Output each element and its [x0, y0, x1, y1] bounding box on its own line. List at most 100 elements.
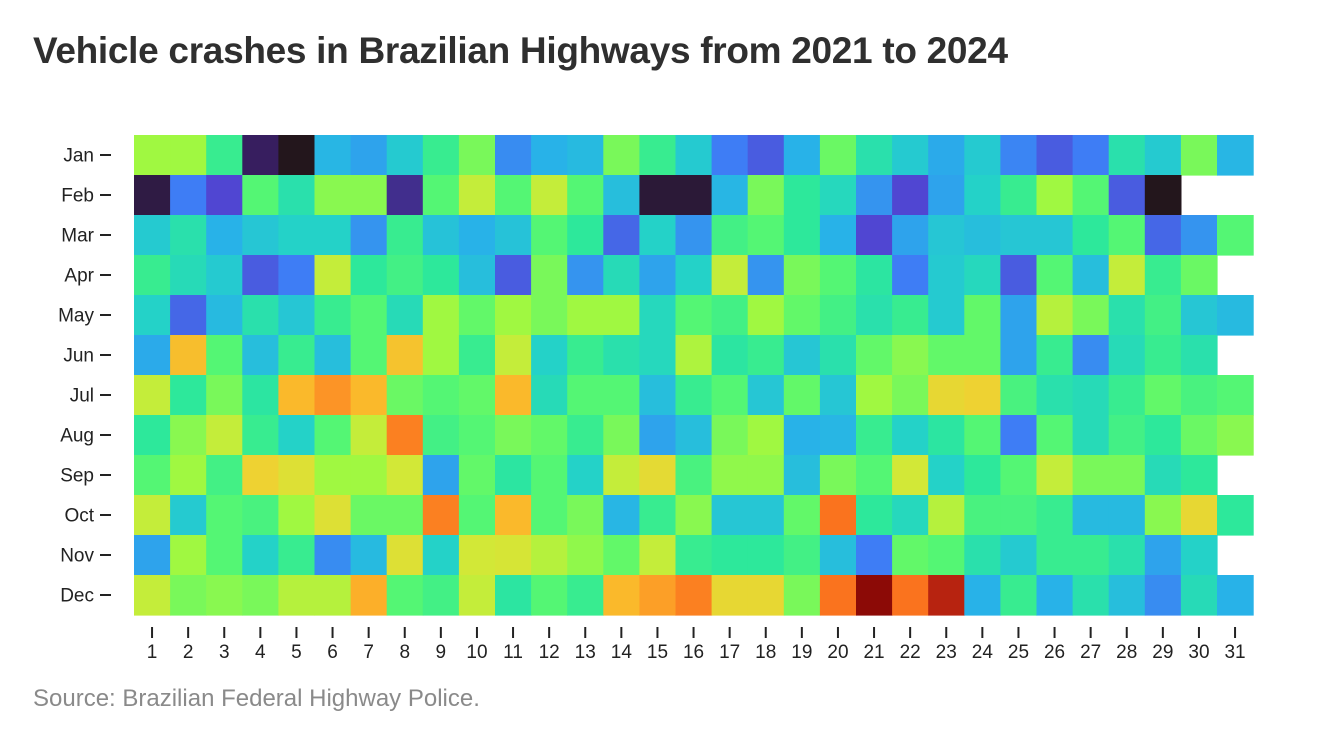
heatmap-cell-feb-13	[567, 175, 604, 216]
heatmap-cell-jan-5	[278, 135, 316, 176]
heatmap-cell-dec-1	[134, 575, 171, 616]
heatmap-cell-oct-9	[422, 495, 460, 536]
heatmap-cell-sep-25	[1000, 455, 1038, 496]
heatmap-cell-jun-29	[1144, 335, 1182, 376]
heatmap-cell-aug-2	[170, 415, 207, 456]
heatmap-cell-aug-3	[206, 415, 243, 456]
heatmap-cell-sep-14	[603, 455, 640, 496]
heatmap-cell-oct-27	[1072, 495, 1110, 536]
heatmap-cell-apr-9	[422, 255, 460, 296]
x-tick-label: 10	[466, 642, 487, 663]
heatmap-cell-nov-15	[639, 535, 677, 576]
heatmap-cell-jul-15	[639, 375, 677, 416]
heatmap-cell-jan-12	[531, 135, 568, 176]
heatmap-cell-jun-17	[711, 335, 749, 376]
heatmap-cell-feb-22	[892, 175, 929, 216]
heatmap-cell-mar-5	[278, 215, 316, 256]
heatmap-cell-oct-23	[928, 495, 965, 536]
heatmap-cell-oct-31	[1217, 495, 1254, 536]
heatmap-cell-aug-20	[819, 415, 857, 456]
x-tick-label: 2	[183, 642, 194, 663]
heatmap-cell-aug-27	[1072, 415, 1110, 456]
heatmap-cell-sep-16	[675, 455, 713, 496]
x-tick-label: 6	[327, 642, 338, 663]
heatmap-cell-aug-10	[458, 415, 496, 456]
heatmap-cell-apr-18	[747, 255, 785, 296]
heatmap-cell-feb-27	[1072, 175, 1110, 216]
heatmap-cell-feb-11	[495, 175, 532, 216]
heatmap-cell-jan-21	[856, 135, 893, 176]
heatmap-cell-jul-9	[422, 375, 460, 416]
heatmap-cell-jan-31	[1217, 135, 1254, 176]
heatmap-cell-jun-16	[675, 335, 713, 376]
heatmap-cell-jul-13	[567, 375, 604, 416]
heatmap-cell-may-4	[242, 295, 279, 336]
heatmap-cell-jul-23	[928, 375, 965, 416]
heatmap-cell-mar-18	[747, 215, 785, 256]
heatmap-cell-apr-26	[1036, 255, 1074, 296]
heatmap-cell-apr-3	[206, 255, 243, 296]
heatmap-cell-sep-1	[134, 455, 171, 496]
heatmap-cell-jun-14	[603, 335, 640, 376]
heatmap-cell-apr-24	[964, 255, 1001, 296]
y-tick-label: Dec	[60, 586, 94, 607]
y-tick-label: Oct	[64, 506, 94, 527]
heatmap-cell-may-21	[856, 295, 893, 336]
heatmap-cell-aug-12	[531, 415, 568, 456]
heatmap-cell-jan-14	[603, 135, 640, 176]
heatmap-cell-apr-30	[1180, 255, 1218, 296]
heatmap-cell-jan-22	[892, 135, 929, 176]
heatmap-cell-may-30	[1180, 295, 1218, 336]
heatmap-cell-oct-22	[892, 495, 929, 536]
heatmap-cell-nov-17	[711, 535, 749, 576]
heatmap-cell-sep-27	[1072, 455, 1110, 496]
heatmap-cell-aug-8	[386, 415, 424, 456]
heatmap-cell-dec-12	[531, 575, 568, 616]
x-tick-label: 12	[539, 642, 560, 663]
heatmap-cell-sep-29	[1144, 455, 1182, 496]
heatmap-cell-nov-6	[314, 535, 352, 576]
heatmap-cell-nov-7	[350, 535, 388, 576]
heatmap-cell-jun-11	[495, 335, 532, 376]
heatmap-cell-dec-17	[711, 575, 749, 616]
heatmap-cell-jun-27	[1072, 335, 1110, 376]
heatmap-cell-feb-7	[350, 175, 388, 216]
chart-title: Vehicle crashes in Brazilian Highways fr…	[33, 30, 1008, 71]
heatmap-cell-may-7	[350, 295, 388, 336]
heatmap-cell-jul-14	[603, 375, 640, 416]
heatmap-cell-aug-23	[928, 415, 965, 456]
x-tick-label: 20	[827, 642, 848, 663]
heatmap-cell-apr-4	[242, 255, 279, 296]
heatmap-cell-apr-5	[278, 255, 316, 296]
heatmap-cell-mar-14	[603, 215, 640, 256]
heatmap-cell-jan-28	[1108, 135, 1146, 176]
heatmap-cell-oct-1	[134, 495, 171, 536]
heatmap-cell-jul-29	[1144, 375, 1182, 416]
heatmap-cell-feb-12	[531, 175, 568, 216]
heatmap-cell-jul-5	[278, 375, 316, 416]
heatmap-cell-may-1	[134, 295, 171, 336]
heatmap-cell-jan-18	[747, 135, 785, 176]
heatmap-cell-dec-31	[1217, 575, 1254, 616]
heatmap-cell-jul-7	[350, 375, 388, 416]
heatmap-cell-nov-28	[1108, 535, 1146, 576]
heatmap-cell-apr-7	[350, 255, 388, 296]
heatmap-cell-jan-19	[783, 135, 821, 176]
heatmap-cell-apr-28	[1108, 255, 1146, 296]
heatmap-cell-oct-2	[170, 495, 207, 536]
heatmap-cell-jan-7	[350, 135, 388, 176]
y-axis: Jan Feb Mar Apr May Jun Jul Aug Sep Oct Nov Dec	[58, 146, 111, 607]
heatmap-cell-jan-27	[1072, 135, 1110, 176]
x-tick-label: 9	[436, 642, 447, 663]
y-tick-label: Jun	[63, 346, 94, 367]
x-tick-label: 3	[219, 642, 230, 663]
heatmap-cell-jul-22	[892, 375, 929, 416]
heatmap-cell-may-11	[495, 295, 532, 336]
heatmap-cell-sep-8	[386, 455, 424, 496]
heatmap-cell-jul-21	[856, 375, 893, 416]
heatmap-cell-jul-26	[1036, 375, 1074, 416]
heatmap-cell-nov-13	[567, 535, 604, 576]
heatmap-cell-apr-13	[567, 255, 604, 296]
heatmap-cell-mar-11	[495, 215, 532, 256]
heatmap-cell-sep-6	[314, 455, 352, 496]
